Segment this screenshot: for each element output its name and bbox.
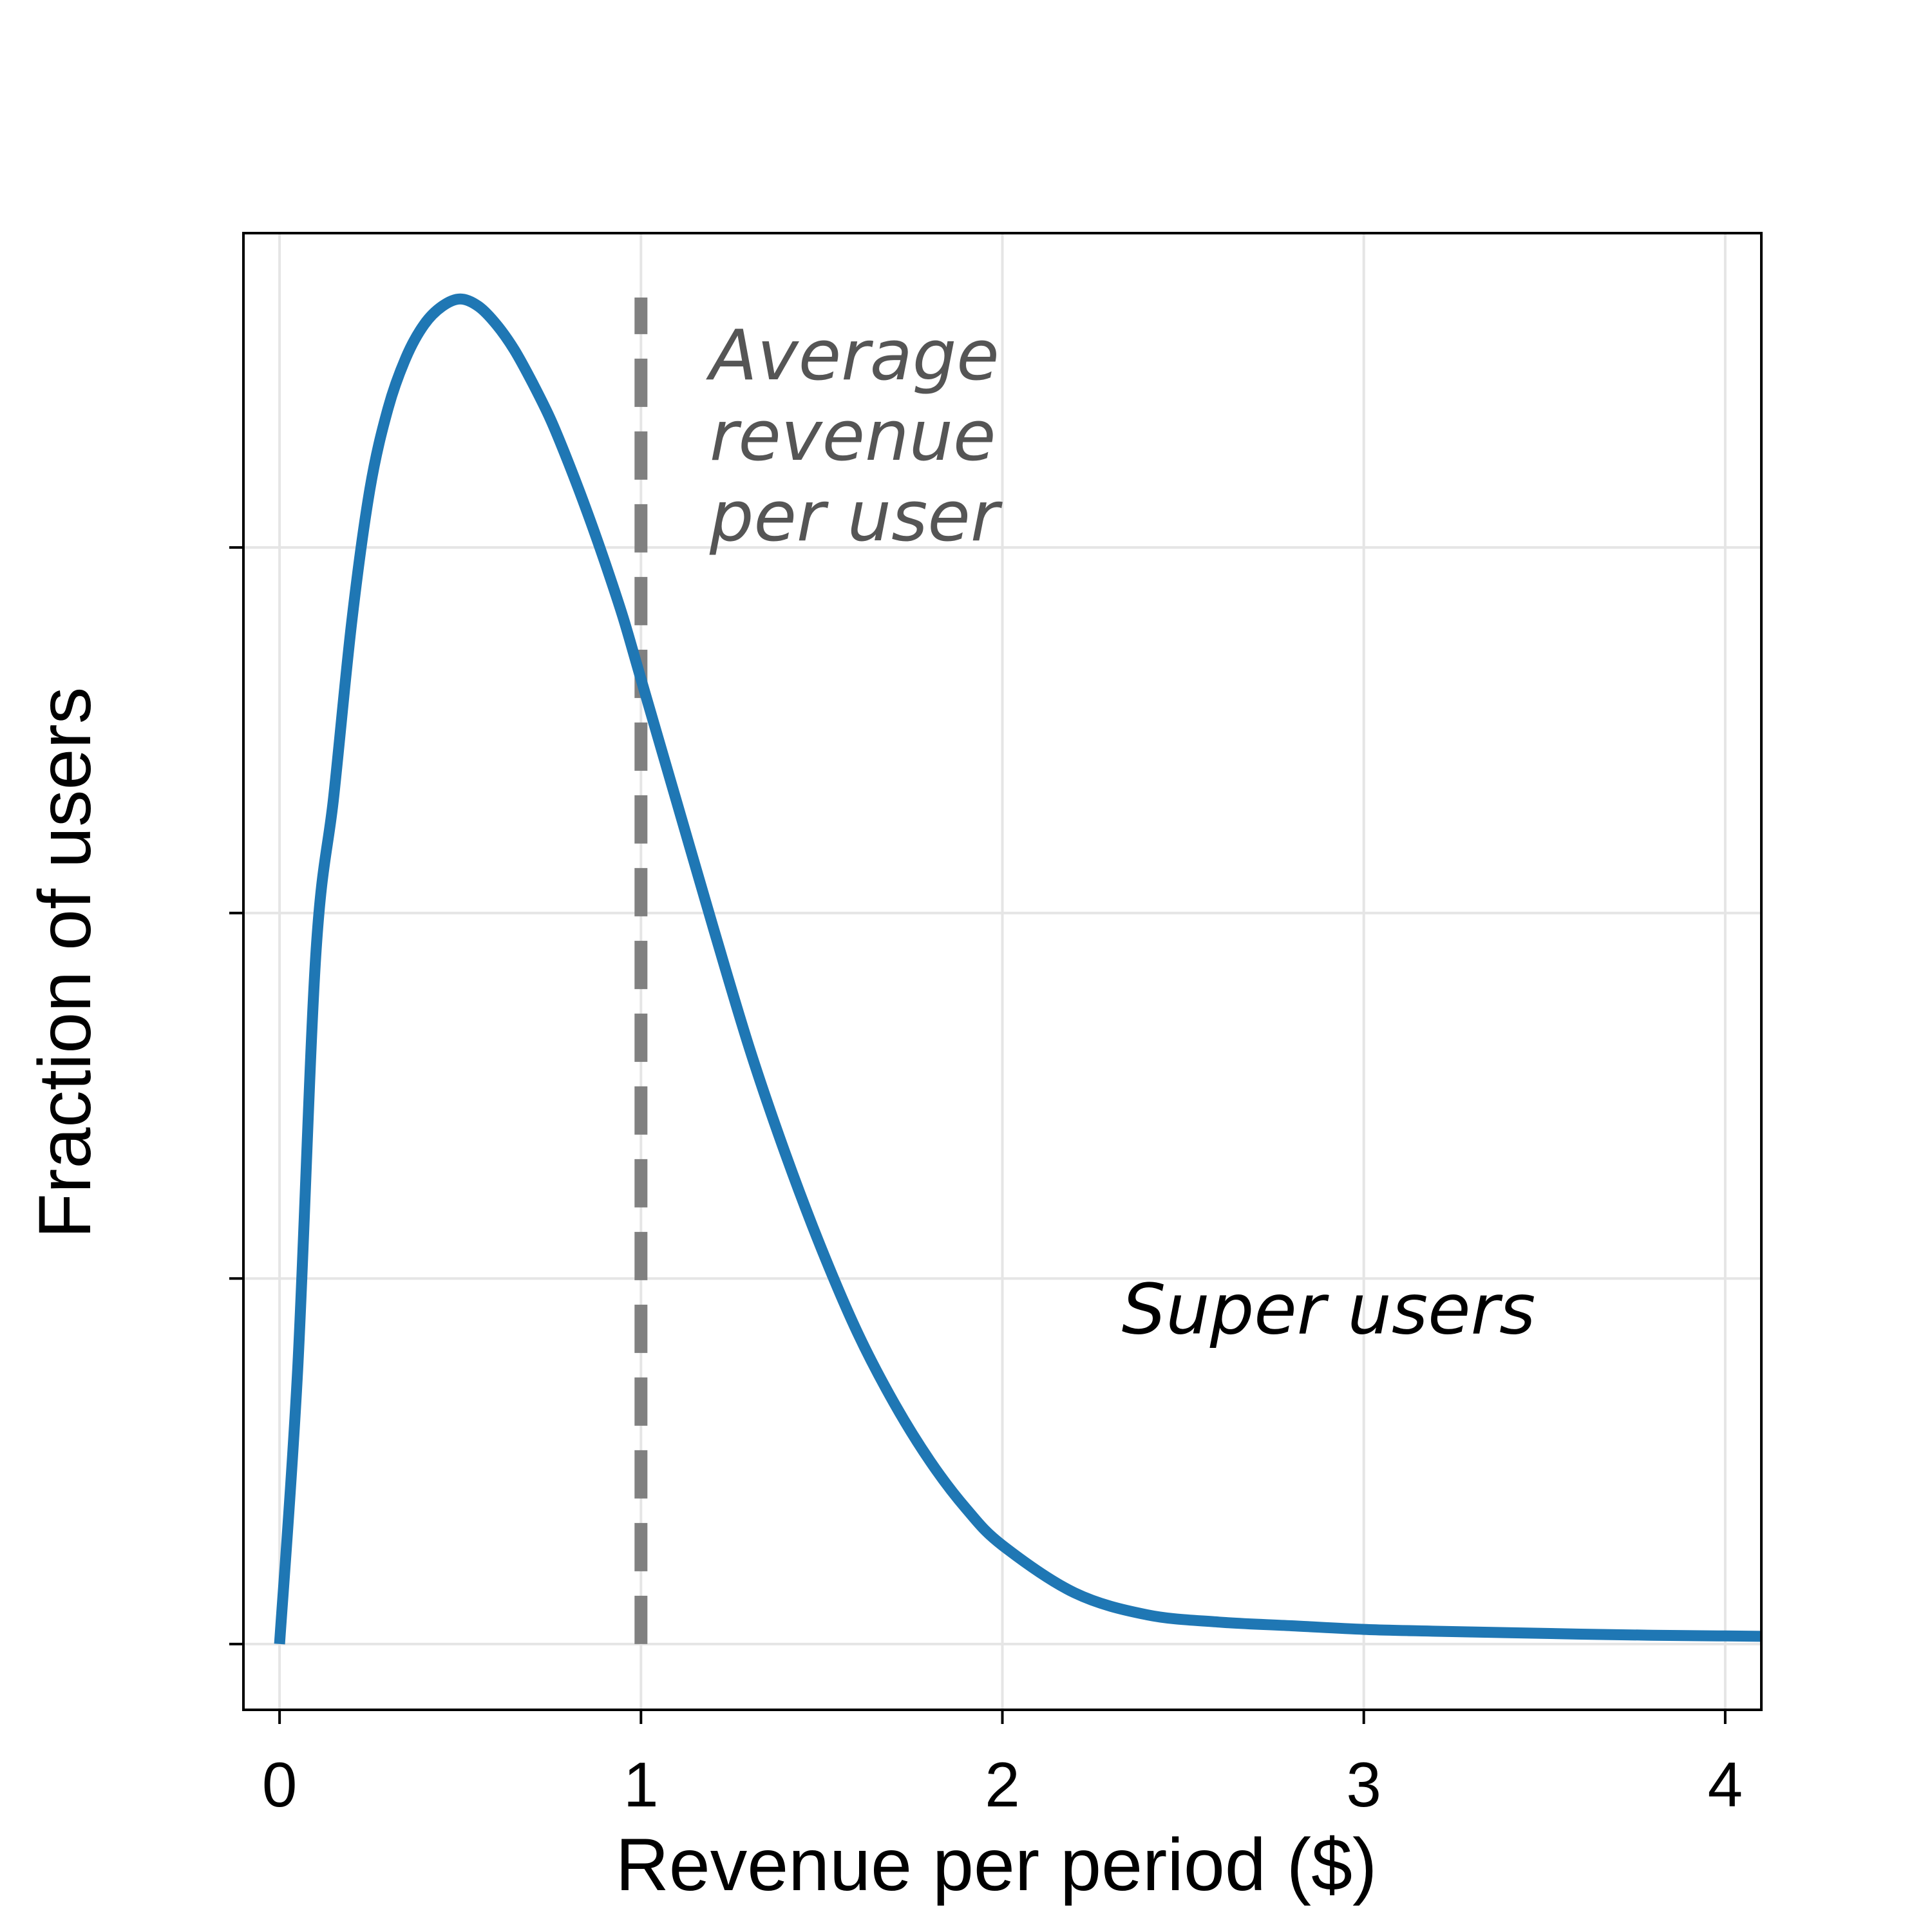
average-revenue-annotation: Average revenue per user (706, 316, 1003, 557)
tick-layer: 0 1 2 3 4 (229, 546, 1743, 1820)
annotation-line: per user (709, 477, 1003, 557)
x-tick-label: 1 (623, 1749, 659, 1820)
annotation-line: Average (706, 316, 999, 396)
annotation-layer: Average revenue per user Super users (706, 316, 1535, 1350)
annotation-line: Super users (1122, 1269, 1536, 1350)
x-tick-label: 2 (985, 1749, 1020, 1820)
x-tick-label: 4 (1708, 1749, 1743, 1820)
series-layer (274, 293, 1762, 1645)
x-tick-label: 3 (1346, 1749, 1381, 1820)
x-tick-label: 0 (262, 1749, 298, 1820)
revenue-distribution-curve (274, 293, 1762, 1645)
annotation-line: revenue (710, 396, 996, 477)
y-axis-label: Fraction of users (24, 687, 106, 1238)
super-users-annotation: Super users (1122, 1269, 1536, 1350)
x-axis-label: Revenue per period ($) (616, 1824, 1378, 1906)
